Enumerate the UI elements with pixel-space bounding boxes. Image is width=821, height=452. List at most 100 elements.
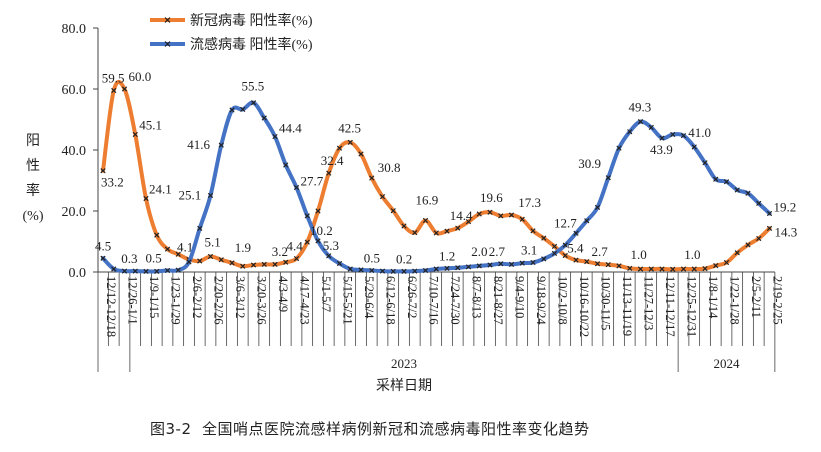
flu-data-point [519,260,525,266]
x-tick-label: 8/7-8/13 [470,276,484,318]
x-tick-label: 5/29-6/4 [362,276,376,319]
x-tick-label: 11/27-12/3 [642,276,656,330]
flu-data-label: 19.2 [774,199,797,214]
y-tick-label: 0.0 [69,266,87,281]
y-axis-title-char: 性 [26,158,40,174]
y-tick-label: 40.0 [62,144,87,159]
covid-data-label: 42.5 [338,120,361,135]
x-tick-label: 6/26-7/2 [405,276,419,318]
x-tick-label: 1/8-1/14 [706,276,720,319]
flu-data-point [627,129,633,135]
covid-data-label: 16.9 [416,192,439,207]
covid-data-point [616,263,622,269]
covid-data-point [164,246,171,252]
flu-data-point [444,265,450,271]
covid-data-point [207,253,214,260]
flu-data-label: 1.2 [439,248,455,263]
x-tick-label: 10/30-11/5 [599,276,613,330]
flu-data-point [121,268,128,274]
flu-data-point [207,192,214,199]
covid-data-point [358,151,364,157]
y-axis-title-char: 率 [26,182,40,199]
covid-data-label: 60.0 [129,69,152,84]
covid-data-point [627,265,633,271]
flu-data-point [508,261,515,267]
flu-data-label: 49.3 [629,100,652,115]
x-tick-label: 2/6-2/12 [190,276,204,318]
covid-data-point [723,259,730,266]
flu-data-point [756,200,762,206]
covid-data-point [369,175,375,181]
flu-data-point [132,268,138,274]
covid-data-point [250,262,257,268]
line-chart: 0.0 20.0 40.0 60.0 80.0 阳性率 (%) 12/12-12/18 12/2… [23,12,798,394]
covid-data-point [433,230,439,236]
flu-data-point [498,261,504,267]
flu-data-label: 41.0 [688,125,711,140]
covid-data-point [304,239,310,245]
covid-data-point [584,259,590,265]
flu-data-point [347,266,353,272]
covid-data-point [605,262,611,268]
flu-data-point [240,106,246,113]
covid-data-point [218,257,224,263]
flu-data-point [541,256,547,262]
covid-data-label: 17.3 [518,195,541,210]
covid-data-label: 14.3 [775,224,798,239]
y-tick-label: 80.0 [62,22,87,37]
covid-data-label: 32.4 [321,153,344,168]
flu-data-point [154,268,160,275]
covid-data-point [648,266,654,272]
covid-data-label: 24.1 [149,181,172,196]
covid-data-label: 59.5 [102,71,125,86]
covid-legend-marker [164,17,171,23]
covid-data-point [508,212,515,218]
x-tick-label: 7/10-7/16 [427,276,441,325]
flu-data-point [326,253,332,259]
flu-data-point [186,259,192,265]
covid-data-point [465,219,472,225]
covid-data-point [455,225,461,231]
flu-data-point [401,268,407,275]
y-axis-title-char: (%) [23,209,44,224]
covid-data-point [573,257,579,263]
covid-data-point [530,228,536,234]
covid-data-point [283,259,289,265]
covid-data-point [379,194,386,200]
flu-data-label: 25.1 [179,187,202,202]
flu-data-point [734,187,740,193]
flu-data-point [111,266,117,272]
flu-data-point [369,267,375,274]
covid-data-point [175,251,181,257]
flu-data-point [745,190,751,196]
flu-data-point [336,260,343,267]
flu-data-point [584,218,590,224]
covid-data-label: 1.0 [684,247,700,262]
covid-data-point [132,131,138,138]
year-label-2023: 2023 [391,356,417,371]
covid-data-point [498,213,504,219]
covid-data-point [422,217,429,224]
covid-data-point [487,209,493,215]
flu-data-point [648,124,654,131]
flu-data-point [164,267,171,274]
covid-data-point [315,208,321,214]
covid-data-point [336,145,343,151]
flu-data-point [272,133,278,140]
flu-data-point [422,267,429,274]
flu-data-label: 55.5 [242,79,265,94]
flu-data-label: 0.5 [364,250,380,265]
x-tick-label: 5/15-5/21 [341,276,355,325]
flu-data-point [250,100,257,106]
flu-data-point [766,210,773,217]
covid-data-point [691,266,697,272]
flu-data-label: 0.5 [146,250,162,265]
covid-data-point [637,266,644,272]
flu-data-point [455,265,461,271]
x-tick-label: 4/3-4/9 [276,276,290,312]
flu-series-line [101,100,772,274]
flu-data-label: 41.6 [187,137,210,152]
covid-data-point [713,262,719,269]
flu-data-label: 5.3 [323,238,339,253]
